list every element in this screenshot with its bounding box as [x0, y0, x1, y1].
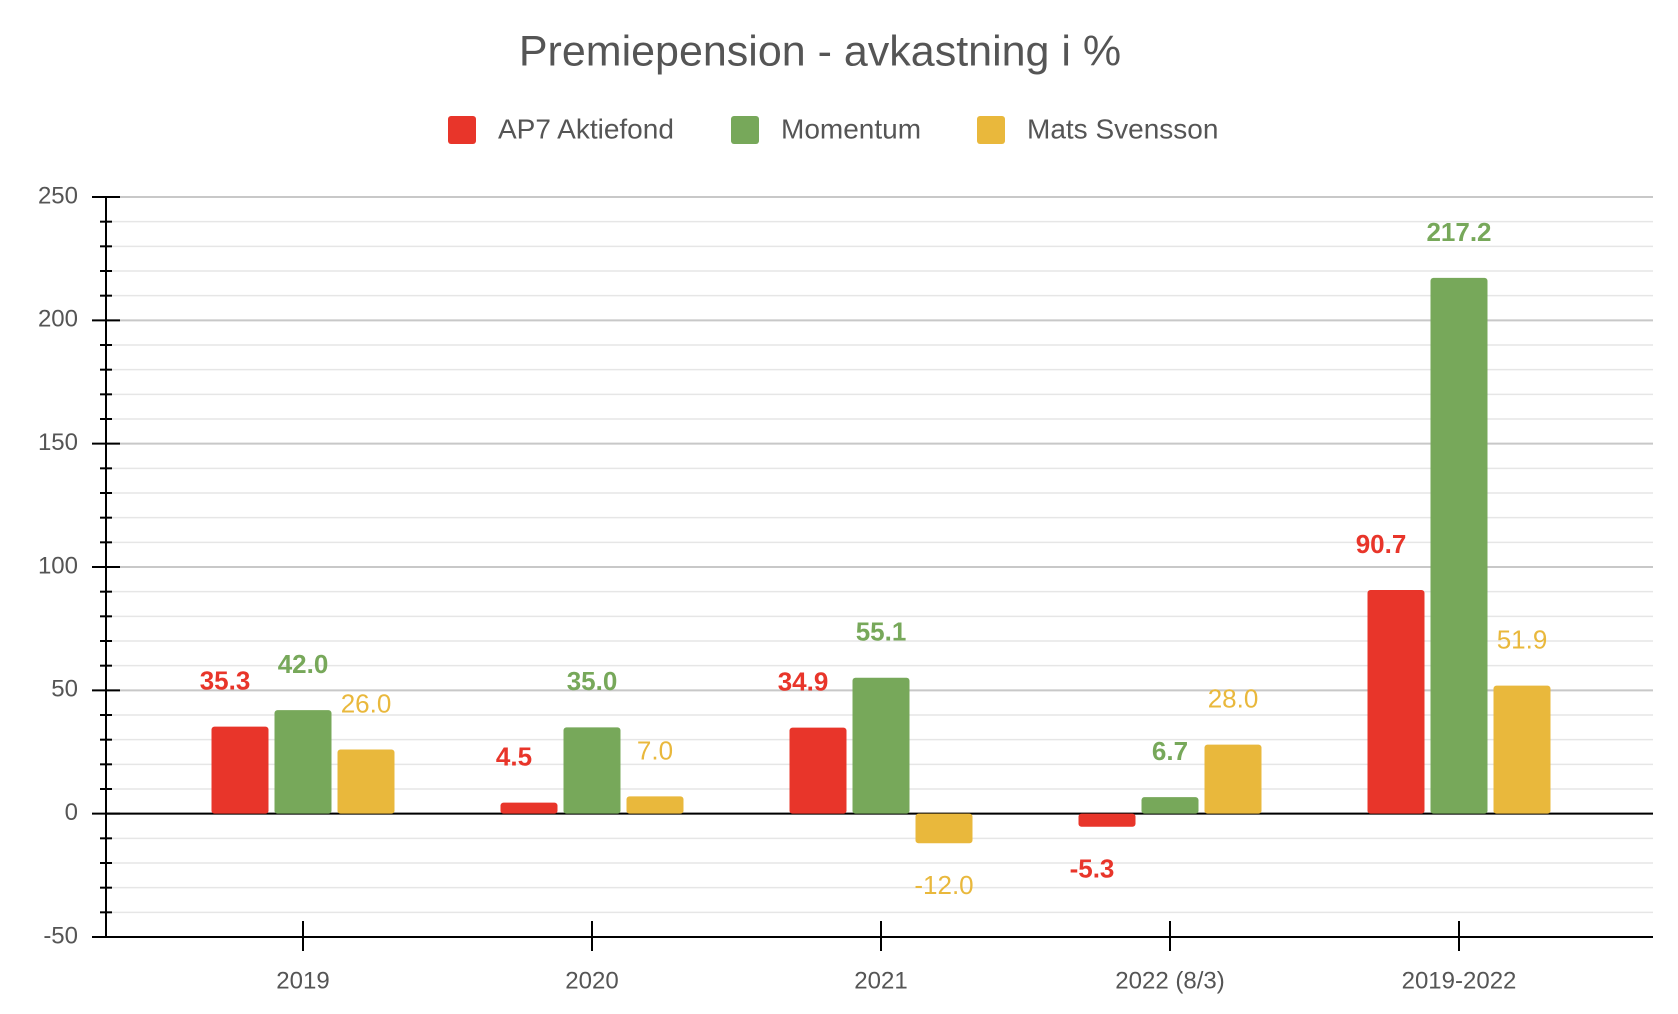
y-tick-label: 100	[38, 552, 78, 579]
data-label: 6.7	[1152, 736, 1188, 766]
x-tick-label: 2022 (8/3)	[1115, 967, 1224, 994]
data-label: 217.2	[1426, 217, 1491, 247]
data-label: -5.3	[1070, 854, 1115, 884]
bar	[1430, 277, 1488, 814]
data-label: 34.9	[778, 666, 829, 696]
bar	[1204, 744, 1262, 814]
bar	[789, 727, 847, 814]
bar	[563, 727, 621, 814]
bar	[1493, 685, 1551, 814]
bar	[626, 796, 684, 814]
bar	[211, 726, 269, 814]
bar	[1141, 797, 1199, 814]
bar	[915, 813, 973, 844]
bar	[274, 710, 332, 814]
data-label: 7.0	[637, 735, 673, 765]
data-label: 28.0	[1208, 683, 1259, 713]
data-label: 35.0	[567, 666, 618, 696]
y-tick-label: 50	[51, 676, 78, 703]
y-tick-label: 0	[65, 799, 78, 826]
data-label: -12.0	[914, 870, 973, 900]
y-tick-label: 250	[38, 182, 78, 209]
y-tick-label: -50	[43, 922, 78, 949]
x-tick-label: 2021	[854, 967, 907, 994]
x-tick-label: 2020	[565, 967, 618, 994]
data-label: 42.0	[278, 649, 329, 679]
bar	[337, 749, 395, 814]
legend-label: Mats Svensson	[1027, 113, 1218, 144]
data-label: 4.5	[496, 741, 532, 771]
data-label: 55.1	[856, 617, 907, 647]
data-label: 35.3	[200, 665, 251, 695]
bar	[852, 677, 910, 814]
legend-swatch	[731, 116, 759, 144]
legend-swatch	[448, 116, 476, 144]
x-tick-label: 2019	[276, 967, 329, 994]
y-tick-label: 200	[38, 306, 78, 333]
legend-label: AP7 Aktiefond	[498, 113, 674, 144]
bar	[1367, 589, 1425, 814]
data-label: 51.9	[1497, 625, 1548, 655]
data-label: 26.0	[341, 688, 392, 718]
chart-title: Premiepension - avkastning i %	[519, 27, 1121, 75]
legend-swatch	[977, 116, 1005, 144]
y-tick-label: 150	[38, 429, 78, 456]
bar	[1078, 813, 1136, 827]
legend-label: Momentum	[781, 113, 921, 144]
bar	[500, 802, 558, 814]
data-label: 90.7	[1356, 529, 1407, 559]
x-tick-label: 2019-2022	[1402, 967, 1517, 994]
